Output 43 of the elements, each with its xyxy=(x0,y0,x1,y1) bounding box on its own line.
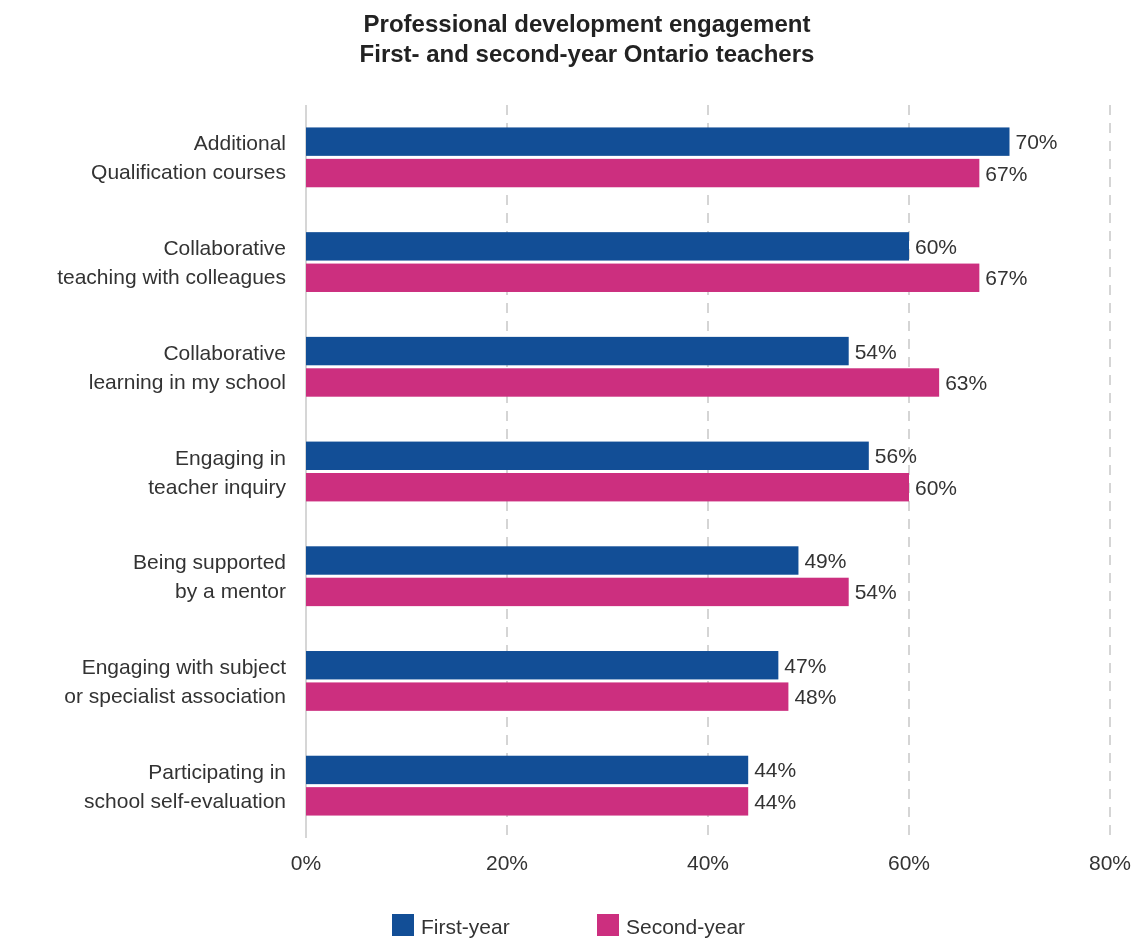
data-label: 48% xyxy=(794,685,837,709)
y-tick-label: Engaging with subject or specialist association xyxy=(64,654,287,707)
data-label: 47% xyxy=(784,653,827,677)
bar xyxy=(306,263,980,292)
data-label: 70% xyxy=(1015,130,1058,154)
data-label: 54% xyxy=(854,580,897,604)
x-tick-label: 60% xyxy=(887,851,931,874)
legend-label: Second-year xyxy=(626,914,746,938)
bar xyxy=(306,441,869,470)
bar xyxy=(306,232,909,261)
data-label: 60% xyxy=(915,234,958,258)
data-label: 56% xyxy=(874,444,917,468)
y-tick-label: Participating in school self-evaluation xyxy=(84,759,286,812)
chart-title: Professional development engagement First- and second-year Ontario teachers xyxy=(359,10,815,67)
y-tick-label: Collaborative teaching with colleagues xyxy=(57,236,286,289)
bar xyxy=(306,787,749,816)
y-tick-label: Additional Qualification courses xyxy=(91,131,286,184)
y-tick-label: Engaging in teacher inquiry xyxy=(148,445,287,498)
bar xyxy=(306,682,789,711)
bar xyxy=(306,473,909,502)
legend-label: First-year xyxy=(421,914,510,938)
bar xyxy=(306,158,980,188)
data-label: 44% xyxy=(754,789,797,813)
bar xyxy=(306,577,849,607)
x-tick-label: 80% xyxy=(1088,851,1132,874)
data-label: 60% xyxy=(915,475,958,499)
bar xyxy=(306,755,749,785)
data-label: 44% xyxy=(754,758,797,782)
data-label: 49% xyxy=(804,549,847,573)
data-label: 63% xyxy=(945,370,988,394)
y-tick-label: Being supported by a mentor xyxy=(133,550,286,603)
bar xyxy=(306,368,940,397)
bar xyxy=(306,336,849,366)
x-tick-label: 40% xyxy=(686,851,730,874)
data-label: 67% xyxy=(985,266,1028,290)
bar xyxy=(306,127,1010,156)
data-label: 67% xyxy=(985,161,1028,185)
x-tick-label: 0% xyxy=(290,851,322,874)
data-label: 54% xyxy=(854,339,897,363)
y-tick-label: Collaborative learning in my school xyxy=(88,340,286,393)
x-tick-label: 20% xyxy=(485,851,529,874)
bar xyxy=(306,546,799,575)
bar xyxy=(306,651,779,680)
